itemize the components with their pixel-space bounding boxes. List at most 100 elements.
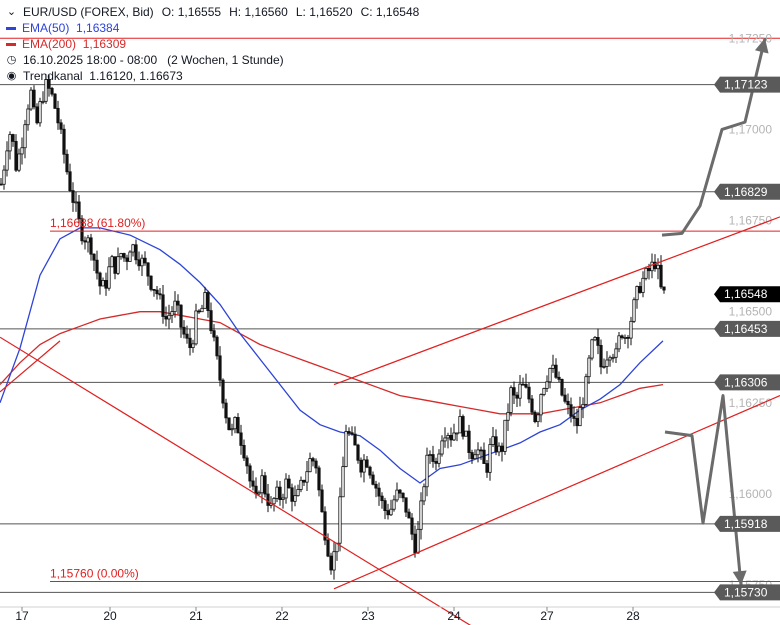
candles <box>0 74 666 580</box>
candle-body <box>629 320 633 339</box>
candle-35 <box>104 272 108 296</box>
candle-body <box>470 452 474 460</box>
candle-149 <box>446 432 450 449</box>
candle-body <box>548 368 552 383</box>
candle-64 <box>191 339 195 353</box>
candle-body <box>89 237 93 255</box>
candle-182 <box>545 375 549 393</box>
interval: (2 Wochen, 1 Stunde) <box>167 53 284 67</box>
candle-body <box>362 459 366 473</box>
candle-body <box>305 471 309 483</box>
candle-103 <box>308 452 312 473</box>
low-label: L: <box>295 5 306 19</box>
candle-body <box>356 444 360 461</box>
candle-83 <box>248 463 252 488</box>
candle-body <box>98 272 102 287</box>
candle-42 <box>125 254 129 271</box>
candle-9 <box>26 104 30 131</box>
candle-200 <box>599 339 603 375</box>
candle-165 <box>494 429 498 456</box>
candle-body <box>158 293 162 296</box>
candle-29 <box>86 234 90 253</box>
candle-195 <box>584 373 588 406</box>
candle-5 <box>14 134 18 172</box>
low-value: 1,16520 <box>309 5 353 19</box>
candle-193 <box>578 396 582 427</box>
candle-18 <box>53 93 57 109</box>
candle-body <box>578 407 582 427</box>
candle-body <box>35 106 39 124</box>
candle-body <box>377 487 381 497</box>
candle-body <box>626 337 630 339</box>
candle-body <box>482 449 486 464</box>
candle-body <box>656 264 660 270</box>
candle-body <box>251 480 255 487</box>
candle-80 <box>239 424 243 455</box>
candle-206 <box>617 331 621 353</box>
candle-63 <box>188 328 192 356</box>
candle-96 <box>287 474 291 489</box>
candle-152 <box>455 432 459 442</box>
candle-75 <box>224 398 228 424</box>
ema200-label: EMA(200) <box>22 37 77 51</box>
candle-body <box>521 383 525 386</box>
candle-body <box>83 240 87 243</box>
candle-78 <box>233 416 237 434</box>
candle-body <box>116 256 120 274</box>
candle-30 <box>89 233 93 261</box>
candle-110 <box>329 552 333 575</box>
candle-77 <box>230 423 234 436</box>
candle-48 <box>143 251 147 266</box>
y-tick-label-3: 1,16500 <box>729 305 773 319</box>
candle-16 <box>47 74 51 97</box>
candle-209 <box>626 334 630 349</box>
candle-body <box>206 292 210 312</box>
candle-46 <box>137 251 141 271</box>
candle-body <box>113 256 117 274</box>
target-icon: ◉ <box>6 70 17 82</box>
candle-body <box>143 257 147 264</box>
candle-body <box>41 100 45 103</box>
candle-214 <box>641 271 645 298</box>
bearish-scenario-path <box>664 394 743 586</box>
candle-131 <box>392 495 396 512</box>
fib-label-0: 1,16688 (61.80%) <box>50 216 145 230</box>
candle-body <box>401 492 405 499</box>
candle-body <box>182 326 186 335</box>
candle-141 <box>422 483 426 506</box>
candle-body <box>611 356 615 359</box>
candle-body <box>29 89 33 110</box>
candle-113 <box>338 487 342 552</box>
candle-84 <box>251 470 255 491</box>
candle-body <box>542 388 546 395</box>
level-badge-3-bg <box>714 320 780 337</box>
symbol-name[interactable]: EUR/USD (FOREX, Bid) <box>23 5 154 19</box>
candle-body <box>47 78 51 89</box>
candle-54 <box>161 285 165 324</box>
chevron-down-icon[interactable]: ⌄ <box>6 6 17 18</box>
y-tick-label-5: 1,16000 <box>729 487 773 501</box>
candle-body <box>368 466 372 476</box>
candle-50 <box>149 275 153 292</box>
candle-8 <box>23 119 27 159</box>
candle-body <box>281 497 285 500</box>
candle-55 <box>164 306 168 327</box>
legend-channel-row[interactable]: ◉ Trendkanal 1.16120, 1.16673 <box>6 68 419 84</box>
candle-body <box>476 449 480 456</box>
candle-body <box>365 459 369 468</box>
candle-169 <box>506 403 510 432</box>
candle-body <box>5 150 9 171</box>
candle-body <box>254 485 258 495</box>
candle-33 <box>98 271 102 295</box>
level-badge-6-bg <box>714 584 780 601</box>
high-label: H: <box>229 5 242 19</box>
candle-6 <box>17 148 21 173</box>
legend-ema50-row[interactable]: EMA(50) 1,16384 <box>6 20 419 36</box>
candle-176 <box>527 382 531 404</box>
candle-172 <box>515 391 519 408</box>
candle-114 <box>341 456 345 498</box>
legend-ema200-row[interactable]: EMA(200) 1,16309 <box>6 36 419 52</box>
candle-73 <box>218 346 222 387</box>
candle-213 <box>638 281 642 294</box>
